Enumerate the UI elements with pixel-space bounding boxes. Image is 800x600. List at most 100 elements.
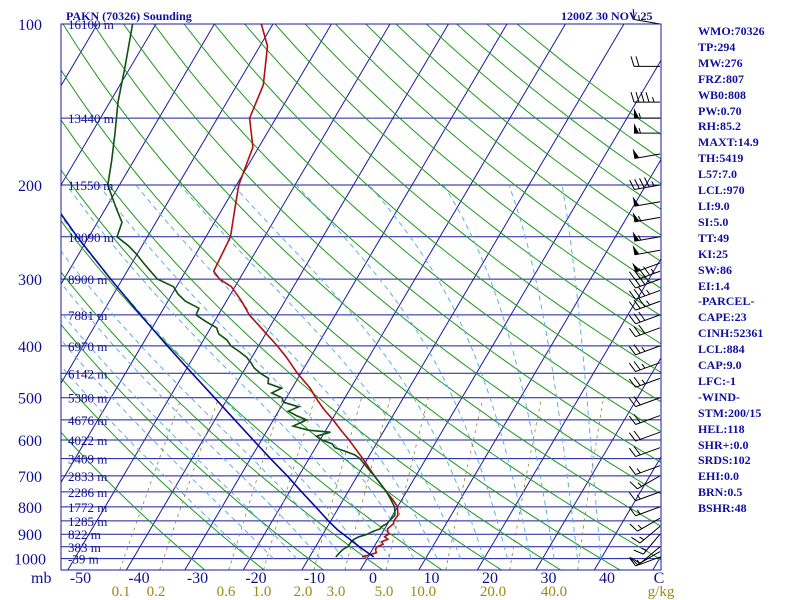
temperature-tick-label: -40 <box>128 570 149 587</box>
wind-barb <box>632 212 661 223</box>
index-entry: -PARCEL- <box>698 294 755 309</box>
isotherm-line <box>61 24 215 286</box>
temperature-tick-label: -30 <box>187 570 208 587</box>
moist-adiabat-line <box>61 215 368 559</box>
wind-barb-full <box>628 507 636 517</box>
wind-barb-full <box>638 324 646 334</box>
pressure-tick-label: 900 <box>18 527 42 544</box>
moist-adiabat-line <box>295 184 508 559</box>
index-entry: EI:1.4 <box>698 278 730 293</box>
wind-barb-staff <box>635 327 661 338</box>
height-label: 5380 m <box>68 391 107 406</box>
wind-barb-staff <box>637 517 661 532</box>
dry-adiabat-line <box>62 24 661 561</box>
height-label: 7881 m <box>68 308 107 323</box>
wind-barb-full <box>633 326 641 336</box>
wind-barb <box>628 361 661 373</box>
wind-barb-staff <box>637 551 661 566</box>
isotherm-line <box>535 356 661 570</box>
temperature-tick-label: -10 <box>304 570 325 587</box>
sounding-traces <box>61 24 399 558</box>
wind-barb-full <box>633 376 641 386</box>
height-label: 383 m <box>68 540 101 555</box>
moist-adiabat-line <box>61 282 321 560</box>
wind-barb-flag <box>634 108 639 119</box>
wind-barb-flag <box>632 212 640 222</box>
temperature-tick-label: 20 <box>482 570 498 587</box>
dry-adiabat-line <box>61 119 561 570</box>
temperature-tick-label: C <box>654 570 665 587</box>
wind-barb-flag <box>632 196 640 207</box>
wind-barb-half <box>636 494 641 500</box>
moist-adiabat-line <box>232 184 485 559</box>
wind-barb-staff <box>634 201 661 207</box>
isotherm-line <box>476 257 661 570</box>
wind-barb <box>629 517 661 532</box>
wind-barb-full <box>643 266 651 276</box>
wind-barb-full <box>638 298 646 308</box>
wind-barb-staff <box>634 236 661 242</box>
isotherm-line <box>184 24 508 570</box>
pressure-tick-label: 700 <box>18 469 42 486</box>
mixing-ratio-line <box>159 397 220 570</box>
wind-barb-full <box>633 396 641 406</box>
wind-barb-staff <box>635 465 661 476</box>
dry-adiabat-line <box>274 24 661 345</box>
index-entry: KI:25 <box>698 246 728 261</box>
pressure-tick-label: 600 <box>18 433 42 450</box>
height-label: 11550 m <box>68 178 113 193</box>
height-label: 6142 m <box>68 366 107 381</box>
wind-barb <box>628 414 661 425</box>
wind-barb-full <box>633 288 641 298</box>
moist-adiabat-line <box>368 184 532 559</box>
wind-barb-flag <box>632 148 640 159</box>
wind-barb-half <box>637 482 643 487</box>
index-entry: MAXT:14.9 <box>698 135 759 150</box>
isotherm-line <box>61 24 274 385</box>
isotherm-line <box>67 24 391 570</box>
moist-adiabat-line <box>61 338 274 560</box>
pressure-unit-label: mb <box>31 570 51 587</box>
wind-barb-full <box>628 346 636 356</box>
index-entry: SI:5.0 <box>698 214 729 229</box>
dry-adiabat-line <box>61 377 265 570</box>
wind-barb <box>628 376 661 388</box>
mixing-ratio-label: 0.2 <box>147 584 166 600</box>
temperature-tick-label: 40 <box>599 570 615 587</box>
height-label: 8900 m <box>68 272 107 287</box>
pressure-tick-label: 500 <box>18 391 42 408</box>
moist-adiabat-line <box>508 184 579 559</box>
wind-barb-flag <box>634 123 639 134</box>
wind-barb-half <box>638 127 641 134</box>
wind-barb <box>629 475 661 490</box>
wind-barb <box>628 491 661 502</box>
plot-frame <box>60 23 662 571</box>
index-entry: WMO:70326 <box>698 24 765 38</box>
temperature-tick-label: 30 <box>541 570 557 587</box>
wind-barb-staff <box>635 431 661 442</box>
mixing-ratio-label: 1.0 <box>253 584 272 600</box>
wind-barb-staff <box>635 289 661 300</box>
height-label: -39 m <box>68 552 99 567</box>
moist-adiabat-line <box>61 364 251 560</box>
dry-adiabat-line <box>335 24 661 289</box>
wind-barb-full <box>644 177 650 188</box>
wind-barb-staff <box>639 525 661 544</box>
wind-barb-half <box>646 289 651 295</box>
wind-barb <box>633 533 661 555</box>
height-label: 2286 m <box>68 485 107 500</box>
wind-barb-full <box>634 179 640 189</box>
wind-barb-full <box>628 492 636 502</box>
dewpoint-line <box>106 24 396 558</box>
wind-barb-half <box>646 300 651 306</box>
wind-barb-half <box>636 509 641 515</box>
dry-adiabat-line <box>153 24 661 464</box>
height-label: 1772 m <box>68 500 107 515</box>
wind-barb-half <box>636 559 641 565</box>
wind-barb-full <box>633 430 641 440</box>
temperature-tick-label: -50 <box>70 570 91 587</box>
mixing-ratio-label: 0.6 <box>217 584 236 600</box>
mixing-ratio-label: 10.0 <box>410 584 436 600</box>
moist-adiabat-line <box>443 184 555 559</box>
